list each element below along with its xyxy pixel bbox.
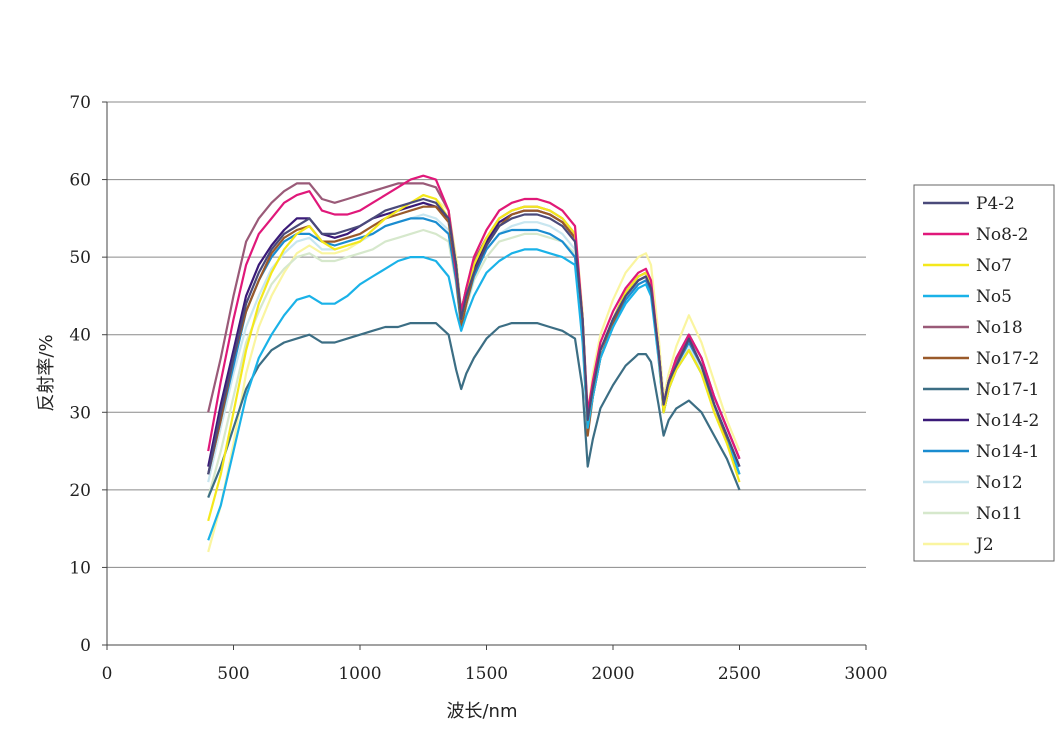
y-tick-label: 10: [69, 558, 91, 578]
legend-label: No11: [976, 504, 1023, 524]
x-tick-label: 1500: [465, 664, 508, 684]
legend-label: P4-2: [976, 194, 1015, 214]
legend-label: No18: [976, 318, 1023, 338]
series-line-No17-1: [207, 322, 741, 499]
y-tick-label: 60: [69, 171, 91, 191]
y-tick-label: 30: [69, 403, 91, 423]
x-tick-label: 2000: [591, 664, 634, 684]
legend-label: J2: [974, 535, 994, 555]
legend: P4-2 No8-2 No7 No5 No18 No17-2 No17-1 No14-2 No1…: [913, 184, 1055, 562]
y-tick-label: 0: [80, 636, 91, 656]
x-axis-title: 波长/nm: [446, 701, 517, 722]
axes: [102, 101, 867, 650]
x-tick-label: 3000: [844, 664, 887, 684]
x-tick-label: 0: [102, 664, 113, 684]
legend-label: No14-2: [976, 411, 1039, 431]
legend-label: No17-1: [976, 380, 1039, 400]
series-lines: [207, 174, 741, 553]
y-axis-title: 反射率/%: [36, 334, 57, 411]
legend-label: No14-1: [976, 442, 1039, 462]
y-tick-label: 50: [69, 248, 91, 268]
legend-label: No12: [976, 473, 1023, 493]
series-line-P4-2: [207, 197, 741, 475]
legend-label: No17-2: [976, 349, 1039, 369]
y-tick-label: 70: [69, 93, 91, 113]
x-tick-label: 500: [217, 664, 249, 684]
legend-label: No8-2: [976, 225, 1029, 245]
x-tick-label: 2500: [718, 664, 761, 684]
legend-label: No7: [976, 256, 1012, 276]
y-tick-label: 40: [69, 326, 91, 346]
y-tick-labels: 0 10 20 30 40 50 60 70: [69, 93, 91, 656]
y-tick-label: 20: [69, 481, 91, 501]
x-tick-labels: 0 500 1000 1500 2000 2500 3000: [102, 664, 888, 684]
legend-box: [913, 184, 1055, 562]
legend-label: No5: [976, 287, 1012, 307]
x-tick-label: 1000: [338, 664, 381, 684]
